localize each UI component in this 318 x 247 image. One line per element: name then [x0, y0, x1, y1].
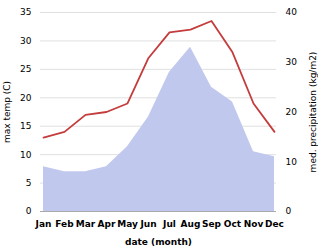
svg-text:15: 15 — [20, 121, 31, 131]
svg-text:20: 20 — [20, 93, 32, 103]
svg-text:Sep: Sep — [202, 219, 222, 229]
svg-text:35: 35 — [20, 7, 31, 17]
svg-text:20: 20 — [286, 107, 298, 117]
svg-text:Nov: Nov — [244, 219, 264, 229]
svg-text:25: 25 — [20, 64, 31, 74]
svg-text:30: 30 — [20, 36, 32, 46]
svg-text:Dec: Dec — [265, 219, 284, 229]
svg-text:40: 40 — [286, 7, 298, 17]
svg-text:Jul: Jul — [162, 219, 176, 229]
svg-text:Aug: Aug — [181, 219, 201, 229]
svg-text:0: 0 — [286, 206, 292, 216]
svg-text:Mar: Mar — [76, 219, 96, 229]
svg-text:Jan: Jan — [35, 219, 52, 229]
svg-text:May: May — [117, 219, 138, 229]
svg-text:5: 5 — [26, 178, 32, 188]
svg-text:Oct: Oct — [224, 219, 242, 229]
svg-text:date (month): date (month) — [125, 237, 192, 247]
svg-text:10: 10 — [286, 157, 298, 167]
svg-text:Feb: Feb — [55, 219, 74, 229]
svg-text:max temp (C): max temp (C) — [2, 81, 12, 143]
svg-text:0: 0 — [26, 206, 32, 216]
svg-text:med. precipitation (kg/m2): med. precipitation (kg/m2) — [308, 52, 318, 173]
svg-text:30: 30 — [286, 57, 298, 67]
svg-text:10: 10 — [20, 150, 32, 160]
svg-text:Jun: Jun — [139, 219, 156, 229]
svg-text:Apr: Apr — [98, 219, 116, 229]
